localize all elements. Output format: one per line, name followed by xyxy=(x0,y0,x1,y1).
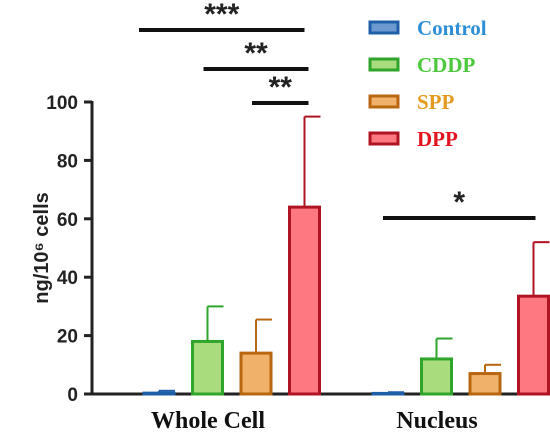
significance-label: *** xyxy=(204,0,239,31)
bar xyxy=(142,391,176,396)
significance-label: ** xyxy=(244,37,268,70)
legend-label: DPP xyxy=(417,127,458,151)
legend-swatch xyxy=(368,131,400,146)
legend-swatch xyxy=(368,20,400,35)
bar xyxy=(288,205,321,396)
legend-swatch xyxy=(368,57,400,72)
significance-label: * xyxy=(453,186,465,219)
y-tick-label: 100 xyxy=(46,93,78,114)
y-axis: 0 20 40 60 80 100 xyxy=(46,93,94,406)
bar xyxy=(191,339,224,396)
legend: Control CDDP SPP DPP xyxy=(368,16,487,151)
y-tick-label: 40 xyxy=(57,268,78,289)
y-axis-title: ng/10⁶ cells xyxy=(31,192,53,303)
y-tick-label: 80 xyxy=(57,151,78,172)
bar xyxy=(420,357,453,396)
x-category-label: Nucleus xyxy=(396,408,477,434)
y-tick-label: 0 xyxy=(67,385,78,406)
y-tick-label: 60 xyxy=(57,210,78,231)
legend-swatch xyxy=(368,94,400,109)
y-tick-label: 20 xyxy=(57,327,78,348)
x-category-label: Whole Cell xyxy=(151,408,265,434)
bar xyxy=(239,351,273,396)
x-axis: Whole Cell Nucleus xyxy=(92,392,548,434)
legend-label: CDDP xyxy=(417,53,475,77)
significance-label: ** xyxy=(269,71,293,104)
bars-group xyxy=(142,115,550,396)
significance-group: ******** xyxy=(139,0,536,220)
legend-label: Control xyxy=(417,16,487,40)
bar xyxy=(517,294,550,396)
bar xyxy=(371,391,405,396)
bar xyxy=(468,372,502,396)
legend-label: SPP xyxy=(417,90,455,114)
